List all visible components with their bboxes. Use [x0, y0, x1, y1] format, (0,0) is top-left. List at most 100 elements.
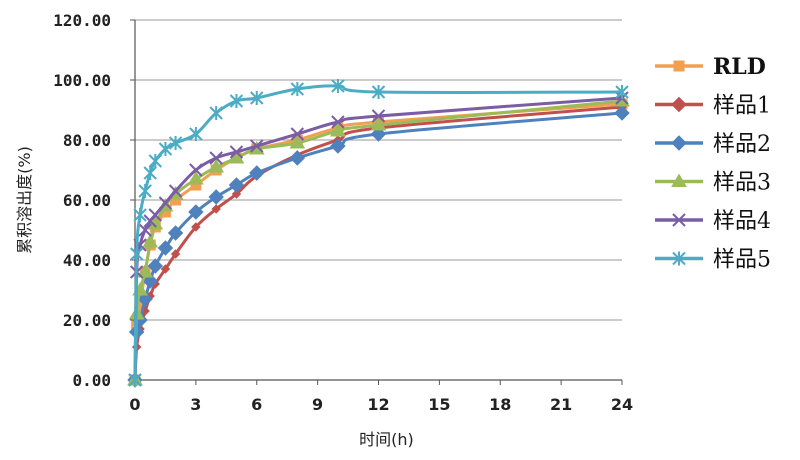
data-point: [229, 94, 244, 108]
data-point: [137, 264, 154, 278]
series-2: [130, 102, 627, 385]
data-point: [370, 117, 387, 131]
y-tick-label: 100.00: [53, 71, 111, 90]
data-point: [157, 240, 174, 256]
legend-item: RLD: [655, 54, 766, 80]
data-point: [191, 222, 201, 232]
y-axis-title: 累积溶出度(%): [15, 146, 34, 254]
axes-layer: 0.00 20.00 40.00 60.00 80.00 100.00 120.00 0 3 6 9…: [53, 11, 633, 414]
series-1: [129, 98, 628, 386]
legend-label: 样品5: [713, 248, 771, 273]
x-tick-label: 21: [550, 395, 572, 414]
data-point: [289, 135, 306, 149]
data-point: [129, 247, 144, 261]
data-point: [228, 150, 245, 164]
x-tick-label: 15: [428, 395, 450, 414]
series-layer: [127, 79, 630, 388]
data-point: [209, 151, 223, 165]
y-tick-label: 80.00: [63, 131, 111, 150]
legend-label: 样品4: [713, 209, 771, 234]
series-3: [127, 105, 630, 388]
data-point: [170, 249, 181, 259]
data-point: [189, 127, 203, 141]
data-point: [208, 189, 224, 205]
legend-item: 样品5: [655, 248, 771, 273]
x-tick-label: 3: [190, 395, 201, 414]
y-tick-label: 40.00: [63, 251, 111, 270]
x-axis-title: 时间(h): [359, 430, 414, 449]
series-line: [133, 111, 623, 381]
legend-marker: [672, 213, 686, 227]
data-point: [148, 154, 162, 168]
data-point: [290, 127, 305, 141]
data-point: [331, 79, 345, 93]
data-point: [188, 204, 204, 220]
y-tick-label: 120.00: [53, 11, 111, 30]
data-point: [371, 85, 386, 99]
x-tick-label: 24: [611, 395, 633, 414]
x-tick-label: 0: [129, 395, 140, 414]
data-point: [614, 93, 630, 107]
data-point: [138, 223, 152, 237]
data-point: [211, 204, 221, 214]
legend-marker: [671, 135, 687, 151]
legend-marker: [671, 96, 687, 113]
data-point: [208, 159, 225, 173]
series-5: [128, 91, 629, 387]
legend-item: 样品4: [655, 209, 771, 234]
data-point: [250, 139, 264, 153]
data-point: [128, 373, 142, 387]
legend-label: RLD: [713, 54, 766, 80]
data-point: [138, 184, 152, 198]
legend-item: 样品1: [655, 94, 771, 119]
data-point: [371, 109, 386, 123]
series-6: [128, 79, 629, 387]
data-point: [168, 184, 183, 198]
legend-label: 样品1: [713, 94, 771, 119]
data-point: [133, 208, 147, 222]
legend-label: 样品2: [713, 132, 771, 157]
data-point: [249, 165, 265, 181]
data-point: [168, 136, 183, 150]
series-line: [133, 105, 623, 381]
x-tick-label: 9: [312, 395, 323, 414]
data-point: [228, 177, 245, 193]
series-line: [133, 102, 623, 381]
legend-marker: [672, 251, 686, 266]
data-point: [615, 85, 629, 99]
data-point: [290, 82, 305, 96]
x-tick-label: 6: [251, 395, 262, 414]
y-tick-label: 60.00: [63, 191, 111, 210]
legend: RLD 样品1 样品2 样品3 样品4 样品5: [655, 54, 771, 273]
data-point: [209, 106, 223, 120]
x-tick-label: 12: [367, 395, 389, 414]
data-point: [614, 105, 630, 121]
data-point: [289, 150, 306, 166]
series-line: [133, 99, 623, 381]
x-tick-label: 18: [489, 395, 511, 414]
y-tick-label: 20.00: [63, 311, 111, 330]
data-point: [189, 163, 203, 177]
data-point: [158, 196, 173, 210]
data-point: [167, 225, 184, 241]
data-point: [188, 171, 204, 185]
data-point: [330, 123, 346, 137]
data-point: [231, 189, 242, 199]
legend-item: 样品2: [655, 132, 771, 157]
legend-item: 样品3: [655, 171, 771, 196]
data-point: [148, 208, 162, 222]
data-point: [143, 166, 157, 180]
data-point: [158, 142, 173, 156]
data-point: [142, 234, 159, 248]
data-point: [331, 115, 345, 129]
legend-label: 样品3: [713, 171, 771, 196]
y-tick-label: 0.00: [72, 371, 111, 390]
legend-marker: [673, 60, 685, 72]
data-point: [229, 145, 244, 159]
data-point: [160, 264, 171, 274]
data-point: [330, 138, 346, 154]
data-point: [250, 91, 264, 105]
legend-marker: [671, 173, 687, 187]
